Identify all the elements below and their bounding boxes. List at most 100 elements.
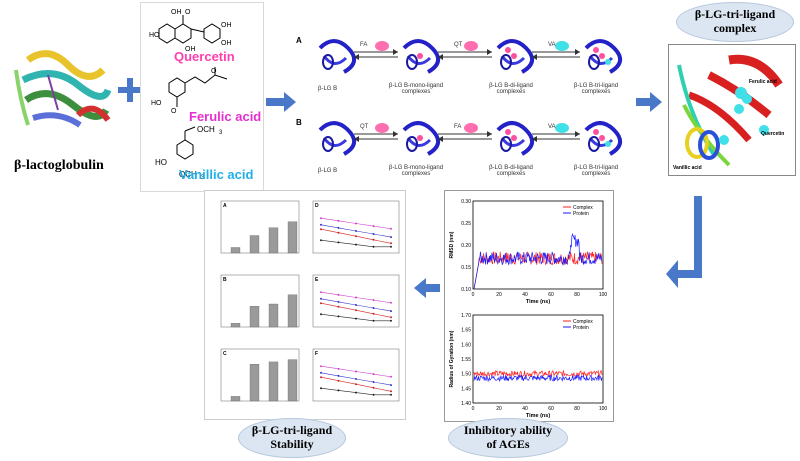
line-series-D-2 (320, 224, 392, 238)
line-series-D-1 (320, 228, 392, 244)
rg-ytick-4: 1.60 (461, 342, 471, 348)
bar-tag-C: C (223, 351, 227, 357)
svg-text:3: 3 (201, 175, 205, 181)
rmsd-series-protein (473, 232, 603, 290)
line-series-E-2 (320, 298, 392, 312)
rg-ytick-6: 1.70 (461, 313, 471, 319)
rg-xlabel: Time (ns) (526, 413, 551, 419)
pathway-protein-a-1 (402, 39, 440, 74)
quercetin-structure: OH O HO OH OH OH (149, 9, 232, 53)
pathway-b-state-1: β-LG B-mono-ligand complexes (388, 165, 444, 177)
line-tag-F: F (315, 351, 318, 357)
rmsd-ytick-3: 0.25 (461, 221, 471, 227)
pathway-b-state-3: β-LG B-tri-ligand complexes (573, 165, 619, 177)
pathway-a-tag: A (296, 36, 302, 45)
line-tag-E: E (315, 277, 319, 283)
rmsd-legend-1: Protein (573, 211, 589, 217)
rmsd-ytick-2: 0.20 (461, 243, 471, 249)
line-series-F-0 (320, 387, 391, 396)
bar-tag-B: B (223, 277, 227, 283)
ferulic-acid-label: Ferulic acid (189, 109, 262, 124)
complex-label-quercetin: Quercetin (761, 131, 785, 137)
complex-title: β-LG-tri-ligand complex (694, 7, 776, 35)
complex-structure-panel: Ferulic acid Quercetin Vanillic acid (668, 44, 796, 176)
pathway-b-step-0: QT (360, 124, 369, 130)
rmsd-frame (472, 200, 604, 290)
rmsd-ytick-1: 0.15 (461, 265, 471, 271)
rg-ytick-3: 1.55 (461, 357, 471, 363)
rmsd-xtick-5: 100 (599, 292, 608, 298)
stability-charts-panel: A B C D E F (204, 190, 406, 420)
svg-text:OH: OH (221, 40, 232, 47)
line-series-D-0 (320, 239, 391, 248)
svg-text:OH: OH (221, 22, 232, 29)
pathway-a-step-0: FA (360, 42, 368, 48)
pathway-protein-b-1 (402, 121, 440, 156)
line-frame-E (312, 274, 400, 328)
line-series-E-3 (320, 291, 392, 304)
pathway-b-step-1: FA (454, 124, 462, 130)
pathway-ligand-a-0 (375, 41, 389, 51)
svg-text:O: O (171, 108, 177, 115)
pathway-ligand-b-1 (464, 123, 478, 133)
rg-series-complex (473, 369, 603, 378)
line-series-D-3 (320, 217, 392, 230)
pathway-b-tag: B (296, 118, 302, 127)
arrow-to-pathways-icon (266, 92, 296, 112)
bar-C-3 (287, 359, 298, 402)
pathway-protein-b-0 (318, 121, 356, 156)
protein-label: β-lactoglobulin (14, 158, 104, 173)
vanillic-acid-label: Vanillic acid (179, 167, 254, 182)
pathway-b-state-0: β-LG B (318, 168, 338, 174)
inhibitory-cloud: Inhibitory ability of AGEs (448, 418, 568, 458)
line-series-F-1 (320, 376, 392, 392)
pathway-a-state-2: β-LG B-di-ligand complexes (489, 83, 533, 95)
rg-ytick-0: 1.40 (461, 401, 471, 407)
pathway-panel: A B β-LG B β-LG B-mono-ligand complexes … (296, 28, 626, 178)
arrow-down-left-icon (666, 196, 702, 288)
complex-label-vanillic: Vanillic acid (673, 165, 702, 171)
line-series-F-2 (320, 372, 392, 386)
rmsd-xtick-1: 20 (496, 292, 502, 298)
bar-B-0 (230, 323, 241, 328)
bar-B-3 (287, 294, 298, 328)
quercetin-label: Quercetin (174, 49, 235, 64)
plus-sign (118, 78, 142, 102)
bar-frame-B (220, 274, 300, 328)
pathway-protein-b-2 (496, 121, 534, 156)
rmsd-ylabel: RMSD (nm) (449, 231, 455, 258)
bar-B-2 (268, 303, 279, 328)
pathway-protein-a-2 (496, 39, 534, 74)
line-tag-D: D (315, 203, 319, 209)
svg-text:OH: OH (185, 46, 196, 53)
bar-A-0 (230, 247, 241, 254)
bar-tag-A: A (223, 203, 227, 209)
line-series-E-1 (320, 302, 392, 318)
rg-ytick-1: 1.45 (461, 386, 471, 392)
pathway-ligand-b-2 (555, 123, 569, 133)
pathway-ligand-a-1 (464, 41, 478, 51)
pathway-protein-a-3 (584, 39, 622, 74)
stability-cloud: β-LG-tri-ligand Stability (238, 418, 346, 458)
pathway-a-state-1: β-LG B-mono-ligand complexes (388, 83, 444, 95)
rg-ylabel: Radius of Gyration (nm) (449, 330, 455, 387)
complex-label-ferulic: Ferulic acid (749, 79, 777, 85)
inhibitory-cloud-text: Inhibitory ability of AGEs (463, 423, 553, 451)
bar-A-1 (249, 235, 260, 254)
pathway-a-step-1: QT (454, 42, 463, 48)
arrow-to-stability-icon (414, 278, 440, 298)
ferulic-acid-structure: HO O O (151, 67, 228, 115)
pathway-protein-b-3 (584, 121, 622, 156)
line-frame-D (312, 200, 400, 254)
line-series-F-3 (320, 365, 392, 378)
bar-frame-C (220, 348, 300, 402)
rmsd-xtick-0: 0 (472, 292, 475, 298)
rg-frame (472, 314, 604, 404)
vanillic-acid-structure: OCH 3 HO OCH 3 (155, 125, 223, 181)
svg-text:HO: HO (151, 100, 162, 107)
pathway-ligand-a-2 (555, 41, 569, 51)
pathway-protein-a-0 (318, 39, 356, 74)
pathway-ligand-b-0 (375, 123, 389, 133)
stability-cloud-text: β-LG-tri-ligand Stability (251, 423, 333, 451)
pathway-graphic (318, 39, 622, 156)
